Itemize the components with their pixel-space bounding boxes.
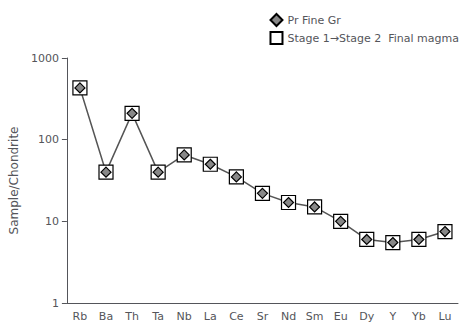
svg-text:Stage 1→Stage 2 Final magma: Stage 1→Stage 2 Final magma xyxy=(287,32,459,45)
svg-text:Sample/Chondrite: Sample/Chondrite xyxy=(7,127,21,235)
svg-text:1: 1 xyxy=(52,297,59,310)
svg-text:Sm: Sm xyxy=(306,310,324,323)
svg-text:La: La xyxy=(204,310,217,323)
svg-text:100: 100 xyxy=(38,133,59,146)
svg-text:Ce: Ce xyxy=(229,310,244,323)
svg-text:Eu: Eu xyxy=(334,310,348,323)
svg-text:Nb: Nb xyxy=(177,310,192,323)
svg-text:Y: Y xyxy=(388,310,396,323)
svg-text:Sr: Sr xyxy=(257,310,269,323)
svg-text:Ta: Ta xyxy=(151,310,164,323)
svg-text:Yb: Yb xyxy=(411,310,426,323)
svg-text:Ba: Ba xyxy=(99,310,113,323)
svg-text:Rb: Rb xyxy=(73,310,88,323)
svg-text:Lu: Lu xyxy=(439,310,452,323)
svg-text:Pr Fine Gr: Pr Fine Gr xyxy=(287,14,341,27)
svg-text:Nd: Nd xyxy=(281,310,296,323)
svg-text:Dy: Dy xyxy=(359,310,374,323)
svg-text:Th: Th xyxy=(124,310,139,323)
svg-text:1000: 1000 xyxy=(31,52,59,65)
svg-text:10: 10 xyxy=(45,215,59,228)
